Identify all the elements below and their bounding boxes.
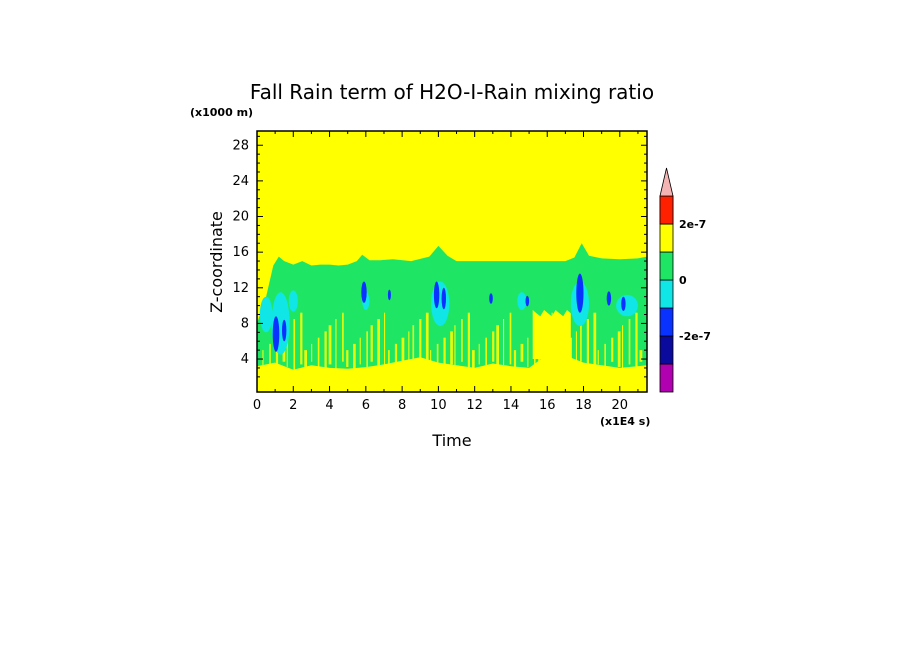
y-axis-ticks: 4 8 12 16 20 24 28 [232,135,647,378]
colorbar-segment [659,307,674,337]
field-layers [257,131,647,392]
x-tick-label: 0 [253,398,261,413]
x-tick-label: 14 [503,398,520,413]
colorbar-tick-label: -2e-7 [679,330,711,343]
y-tick-label: 28 [232,138,249,153]
x-tick-label: 6 [362,398,370,413]
colorbar: 2e-7 0 -2e-7 [659,167,711,393]
colorbar-segment [659,223,674,253]
vertical-streaks [262,312,643,373]
colorbar-segment [659,251,674,281]
plot-area [256,130,648,393]
x-tick-label: 8 [398,398,406,413]
y-tick-label: 16 [232,245,249,260]
y-axis-label: Z-coordinate [207,211,226,313]
x-tick-label: 4 [325,398,333,413]
x-tick-label: 2 [289,398,297,413]
y-tick-label: 24 [232,174,249,189]
x-tick-label: 12 [466,398,483,413]
colorbar-segment [659,335,674,365]
colorbar-segment [659,363,674,393]
lower-positive-region [257,354,647,392]
x-tick-label: 18 [575,398,592,413]
negative-patches [259,273,638,355]
y-tick-label: 4 [241,352,249,367]
x-tick-label: 16 [539,398,556,413]
x-tick-label: 20 [612,398,629,413]
y-tick-label: 8 [241,316,249,331]
colorbar-tick-label: 0 [679,274,687,287]
chart-title: Fall Rain term of H2O-I-Rain mixing rati… [250,80,654,104]
colorbar-segment [659,195,674,225]
x-axis-ticks: 0 2 4 6 8 10 12 14 16 18 20 [253,131,639,413]
y-tick-label: 12 [232,281,249,296]
colorbar-extend-arrow [659,167,674,197]
x-unit-label: (x1E4 s) [600,415,650,428]
colorbar-tick-label: 2e-7 [679,218,706,231]
x-axis-label: Time [431,431,471,450]
x-tick-label: 10 [430,398,447,413]
y-tick-label: 20 [232,210,249,225]
colorbar-segment [659,279,674,309]
y-unit-label: (x1000 m) [190,106,253,119]
